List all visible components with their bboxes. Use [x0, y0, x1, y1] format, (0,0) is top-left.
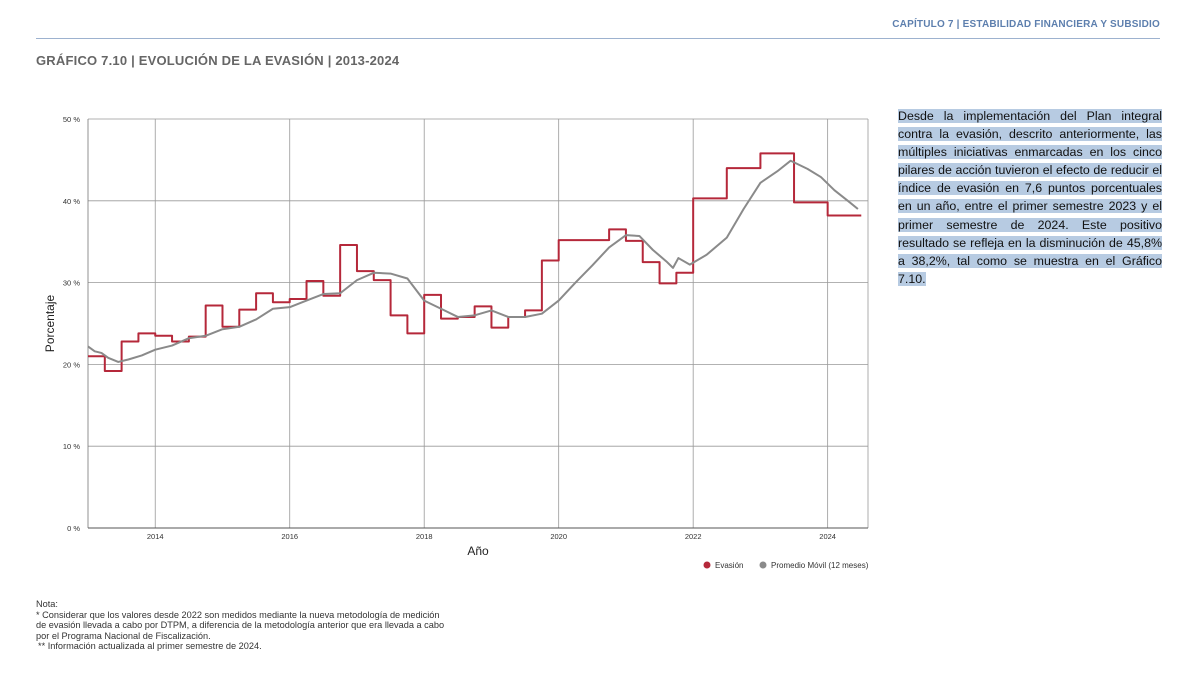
notes: Nota: * Considerar que los valores desde…: [36, 599, 446, 652]
y-axis-title: Porcentaje: [43, 294, 57, 352]
evasion-line-chart: 0 % 10 % 20 % 30 % 40 % 50 % 2014 2016 2018 2020 2…: [43, 115, 869, 570]
x-tick-label: 2016: [281, 532, 298, 541]
note-methodology: * Considerar que los valores desde 2022 …: [36, 609, 445, 641]
legend-label-evasion: Evasión: [715, 561, 743, 570]
figure-title: GRÁFICO 7.10 | EVOLUCIÓN DE LA EVASIÓN |…: [36, 53, 400, 68]
x-tick-label: 2022: [685, 532, 702, 541]
legend-marker-moving-average: [759, 561, 767, 569]
moving-average-line: [87, 159, 859, 363]
side-paragraph: Desde la implementación del Plan integra…: [898, 107, 1162, 288]
x-tick-label: 2018: [416, 532, 433, 541]
note-label: Nota:: [36, 599, 58, 609]
y-tick-label: 30 %: [63, 279, 80, 288]
y-tick-label: 40 %: [63, 197, 80, 206]
x-tick-label: 2014: [147, 532, 164, 541]
y-tick-label: 50 %: [63, 115, 80, 124]
y-tick-label: 20 %: [63, 360, 80, 369]
header-divider: [36, 38, 1160, 39]
chapter-header: CAPÍTULO 7 | ESTABILIDAD FINANCIERA Y SU…: [892, 19, 1160, 30]
y-tick-label: 0 %: [67, 524, 80, 533]
x-tick-label: 2020: [550, 532, 567, 541]
x-axis-title: Año: [467, 544, 489, 558]
side-paragraph-text: Desde la implementación del Plan integra…: [898, 109, 1162, 286]
legend-marker-evasion: [703, 561, 711, 569]
legend-label-moving-average: Promedio Móvil (12 meses): [771, 561, 869, 570]
note-update: ** Información actualizada al primer sem…: [38, 641, 262, 652]
x-tick-label: 2024: [819, 532, 836, 541]
evasion-line: [88, 152, 862, 372]
y-tick-label: 10 %: [63, 442, 80, 451]
